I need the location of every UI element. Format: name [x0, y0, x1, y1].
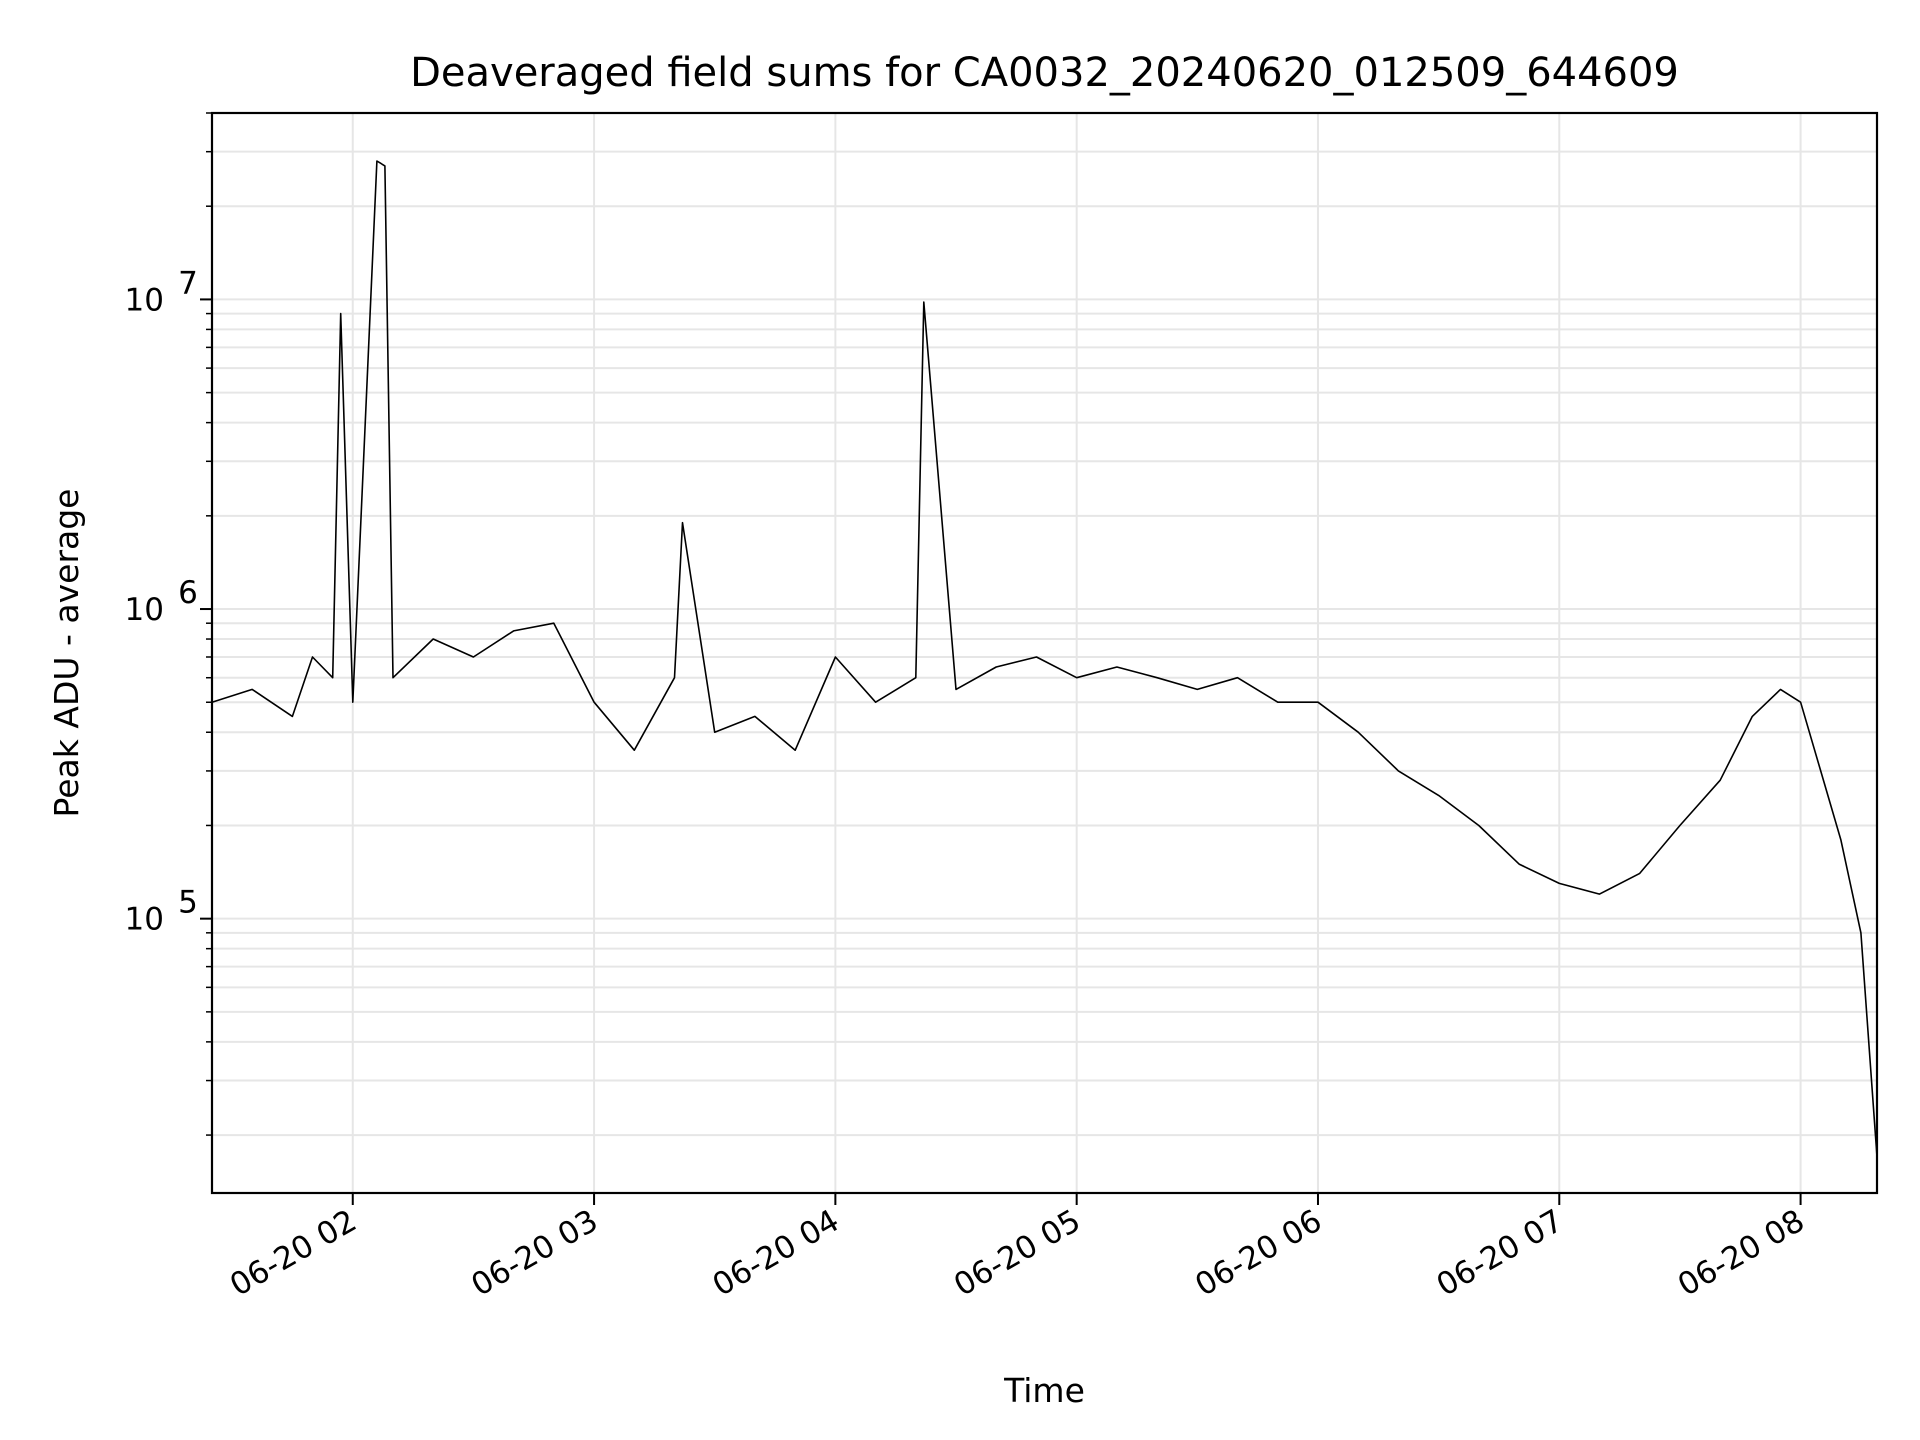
chart-title: Deaveraged field sums for CA0032_2024062…: [410, 50, 1679, 96]
y-tick-label-base: 10: [125, 282, 164, 318]
y-tick-label-exponent: 6: [178, 575, 198, 611]
y-tick-label-base: 10: [125, 592, 164, 628]
y-axis-label: Peak ADU - average: [47, 489, 86, 818]
y-tick-label: 10: [125, 902, 164, 938]
plot-frame: [210, 111, 1879, 1195]
series-line: [211, 160, 1878, 1157]
y-tick-label-exponent: 7: [178, 265, 198, 301]
x-axis-label: Time: [1003, 1371, 1085, 1410]
y-tick-label-base: 10: [125, 902, 164, 938]
y-tick-label-exponent: 5: [178, 885, 198, 921]
grid-layer: [212, 112, 1877, 1193]
y-tick-label: 10: [125, 592, 164, 628]
series-layer: [211, 160, 1878, 1157]
y-tick-label: 10: [125, 282, 164, 318]
